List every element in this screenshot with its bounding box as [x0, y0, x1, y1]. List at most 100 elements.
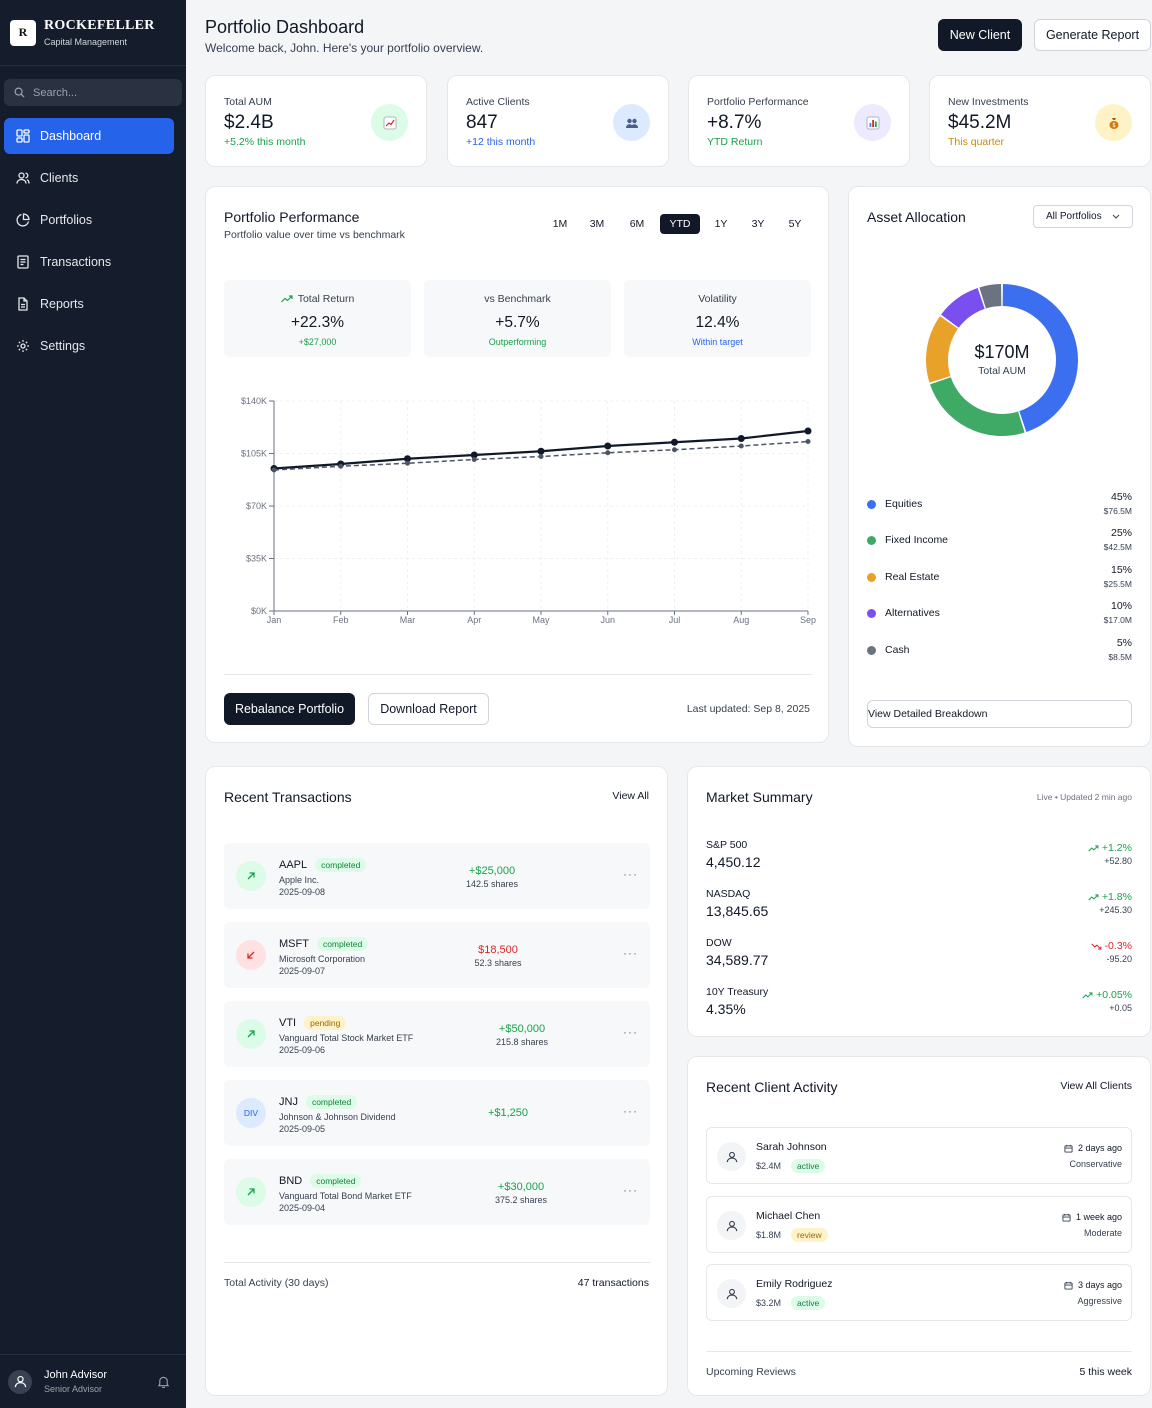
- svg-text:$: $: [1112, 122, 1116, 129]
- sidebar-item-settings[interactable]: Settings: [4, 328, 174, 364]
- main-content: Portfolio Dashboard Welcome back, John. …: [186, 0, 1152, 1408]
- benchmark-point: [805, 439, 811, 444]
- range-3m-button[interactable]: 3M: [589, 218, 605, 230]
- bell-icon[interactable]: [157, 1375, 170, 1388]
- search-placeholder: Search...: [33, 86, 78, 99]
- portfolio-filter-select[interactable]: All Portfolios: [1033, 205, 1133, 228]
- stat-label: Active Clients: [466, 96, 530, 108]
- user-profile[interactable]: John Advisor Senior Advisor: [0, 1354, 186, 1408]
- x-tick-label: Aug: [733, 615, 749, 625]
- client-when-row: 3 days ago: [1064, 1280, 1122, 1290]
- transaction-date: 2025-09-04: [279, 1203, 326, 1213]
- legend-pct: 10%: [1110, 600, 1132, 612]
- transaction-row[interactable]: BND completed Vanguard Total Bond Market …: [224, 1159, 650, 1225]
- transactions-view-all-link[interactable]: View All: [612, 790, 649, 802]
- legend-amount: $25.5M: [1103, 579, 1132, 589]
- range-3y-button[interactable]: 3Y: [751, 218, 765, 230]
- more-options-icon[interactable]: ···: [623, 946, 638, 960]
- money-bag-icon: $: [1095, 104, 1132, 141]
- brand-logo: R: [10, 19, 36, 46]
- download-report-button[interactable]: Download Report: [368, 693, 489, 725]
- arrow-down-left-icon: [236, 940, 266, 970]
- market-value: 13,845.65: [706, 903, 769, 919]
- x-tick-label: Sep: [800, 615, 816, 625]
- more-options-icon[interactable]: ···: [623, 867, 638, 881]
- market-item-10y-treasury: 10Y Treasury 4.35% +0.05% +0.05: [706, 986, 1132, 1032]
- donut-slice-fixed-income: [930, 377, 1025, 436]
- range-1m-button[interactable]: 1M: [552, 218, 568, 230]
- metric-value: +22.3%: [290, 314, 344, 331]
- calendar-icon: [1062, 1213, 1071, 1222]
- client-amount-row: $2.4M active: [756, 1159, 826, 1173]
- trend-up-icon: [1088, 893, 1099, 900]
- metric-value: +5.7%: [495, 314, 540, 331]
- transaction-row[interactable]: MSFT completed Microsoft Corporation 2025…: [224, 922, 650, 988]
- legend-pct: 5%: [1116, 637, 1132, 649]
- transaction-shares: 142.5 shares: [465, 879, 519, 889]
- more-options-icon[interactable]: ···: [623, 1025, 638, 1039]
- new-client-button[interactable]: New Client: [938, 19, 1022, 51]
- donut-center-label: Total AUM: [978, 365, 1026, 377]
- transaction-row[interactable]: AAPL completed Apple Inc. 2025-09-08 +$25…: [224, 843, 650, 909]
- sidebar-item-dashboard[interactable]: Dashboard: [4, 118, 174, 154]
- transaction-symbol-row: JNJ completed: [279, 1095, 358, 1109]
- brand-name: ROCKEFELLER: [44, 18, 155, 33]
- calendar-icon: [1064, 1281, 1073, 1290]
- range-1y-button[interactable]: 1Y: [714, 218, 728, 230]
- client-row[interactable]: Michael Chen $1.8M review 1 week ago Mode…: [706, 1196, 1132, 1253]
- legend-dot: [867, 609, 876, 618]
- range-5y-button[interactable]: 5Y: [788, 218, 802, 230]
- status-badge: completed: [305, 1095, 358, 1109]
- transaction-symbol-row: MSFT completed: [279, 937, 369, 951]
- rebalance-portfolio-button[interactable]: Rebalance Portfolio: [224, 693, 355, 725]
- more-options-icon[interactable]: ···: [623, 1183, 638, 1197]
- donut-center-value: $170M: [974, 342, 1030, 362]
- range-ytd-button[interactable]: YTD: [660, 214, 700, 234]
- sidebar-item-portfolios[interactable]: Portfolios: [4, 202, 174, 238]
- market-item-nasdaq: NASDAQ 13,845.65 +1.8% +245.30: [706, 888, 1132, 934]
- legend-item-fixed-income: Fixed Income 25% $42.5M: [867, 526, 1132, 556]
- sidebar-item-label: Transactions: [40, 255, 112, 269]
- stat-change: This quarter: [948, 136, 1005, 148]
- stat-card-active-clients: Active Clients 847 +12 this month: [447, 75, 669, 167]
- upcoming-reviews-value: 5 this week: [1079, 1366, 1132, 1378]
- transaction-row[interactable]: VTI pending Vanguard Total Stock Market E…: [224, 1001, 650, 1067]
- x-tick-label: May: [532, 615, 550, 625]
- x-tick-label: Jan: [267, 615, 282, 625]
- sidebar-item-reports[interactable]: Reports: [4, 286, 174, 322]
- more-options-icon[interactable]: ···: [623, 1104, 638, 1118]
- generate-report-button[interactable]: Generate Report: [1034, 19, 1151, 51]
- market-change: -0.3%: [1104, 940, 1132, 952]
- page-title: Portfolio Dashboard: [205, 17, 365, 37]
- view-all-clients-link[interactable]: View All Clients: [1060, 1080, 1132, 1092]
- transaction-row[interactable]: DIV JNJ completed Johnson & Johnson Divid…: [224, 1080, 650, 1146]
- sidebar-item-label: Reports: [40, 297, 84, 311]
- sidebar-item-label: Dashboard: [40, 129, 102, 143]
- metric-note: Outperforming: [488, 337, 547, 347]
- transaction-date: 2025-09-07: [279, 966, 326, 976]
- brand[interactable]: R ROCKEFELLER Capital Management: [0, 0, 186, 66]
- search-input[interactable]: Search...: [4, 79, 182, 106]
- dividend-icon: DIV: [236, 1098, 266, 1128]
- market-change: +1.8%: [1101, 891, 1132, 903]
- client-row[interactable]: Sarah Johnson $2.4M active 2 days ago Con…: [706, 1127, 1132, 1184]
- range-6m-button[interactable]: 6M: [629, 218, 645, 230]
- client-row[interactable]: Emily Rodriguez $3.2M active 3 days ago A…: [706, 1264, 1132, 1321]
- metric-label-row: Total Return: [224, 293, 411, 305]
- sidebar-item-clients[interactable]: Clients: [4, 160, 174, 196]
- legend-pct: 25%: [1110, 527, 1132, 539]
- avatar: [717, 1142, 746, 1171]
- status-badge: active: [791, 1296, 826, 1310]
- client-when: 1 week ago: [1075, 1212, 1122, 1222]
- donut-slice-cash: [979, 284, 1002, 309]
- market-item-dow: DOW 34,589.77 -0.3% -95.20: [706, 937, 1132, 983]
- sidebar-item-transactions[interactable]: Transactions: [4, 244, 174, 280]
- transaction-name: Apple Inc.: [279, 875, 320, 885]
- client-risk-profile: Conservative: [1069, 1159, 1122, 1169]
- portfolio-filter-value: All Portfolios: [1046, 211, 1102, 222]
- view-detailed-breakdown-button[interactable]: View Detailed Breakdown: [867, 700, 1132, 728]
- market-value: 4.35%: [706, 1001, 746, 1017]
- transaction-symbol: BND: [279, 1175, 303, 1187]
- transaction-shares: 215.8 shares: [495, 1037, 549, 1047]
- divider: [706, 1351, 1132, 1352]
